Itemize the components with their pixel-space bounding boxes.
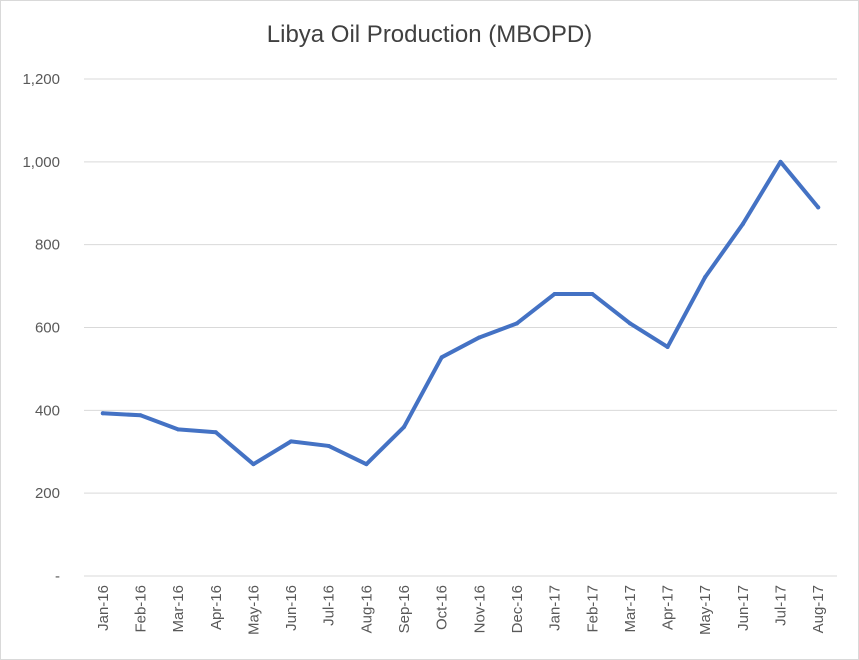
x-axis-ticks: Jan-16 Feb-16 Mar-16 Apr-16 May-16 Jun-16 Jul-… — [95, 585, 827, 635]
data-point — [778, 159, 783, 164]
y-tick-label: 600 — [35, 320, 60, 337]
data-point — [176, 427, 181, 432]
series-layer — [100, 159, 821, 467]
x-tick-label: Dec-16 — [509, 585, 526, 633]
y-tick-label: 400 — [35, 402, 60, 419]
data-point — [326, 443, 331, 448]
x-tick-label: Mar-16 — [170, 585, 187, 633]
y-tick-label: 200 — [35, 485, 60, 502]
x-tick-label: Jan-17 — [547, 585, 564, 631]
data-point — [590, 291, 595, 296]
x-tick-label: May-17 — [697, 585, 714, 635]
x-tick-label: Jun-16 — [283, 585, 300, 631]
data-point — [100, 411, 105, 416]
data-point — [740, 221, 745, 226]
data-point — [477, 335, 482, 340]
data-point — [251, 462, 256, 467]
x-tick-label: Jun-17 — [735, 585, 752, 631]
x-tick-label: Feb-17 — [584, 585, 601, 633]
x-tick-label: Aug-17 — [810, 585, 827, 633]
series-line — [100, 159, 821, 467]
x-tick-label: Aug-16 — [358, 585, 375, 633]
x-tick-label: Oct-16 — [434, 585, 451, 630]
data-point — [439, 355, 444, 360]
data-point — [552, 291, 557, 296]
y-tick-label: 1,000 — [22, 154, 60, 171]
data-point — [289, 439, 294, 444]
y-axis-ticks: - 200 400 600 800 1,000 1,200 — [22, 71, 60, 585]
x-tick-label: Mar-17 — [622, 585, 639, 633]
y-tick-label: 1,200 — [22, 71, 60, 88]
data-point — [213, 430, 218, 435]
x-tick-label: Nov-16 — [471, 585, 488, 633]
x-tick-label: Jul-16 — [321, 585, 338, 626]
data-point — [364, 462, 369, 467]
y-tick-label: - — [55, 568, 60, 585]
x-tick-label: Jan-16 — [95, 585, 112, 631]
chart-title: Libya Oil Production (MBOPD) — [266, 21, 593, 48]
data-point — [514, 321, 519, 326]
x-tick-label: May-16 — [245, 585, 262, 635]
x-tick-label: Feb-16 — [132, 585, 149, 633]
y-tick-label: 800 — [35, 237, 60, 254]
x-tick-label: Sep-16 — [396, 585, 413, 633]
x-tick-label: Jul-17 — [773, 585, 790, 626]
grid-layer — [84, 78, 837, 577]
data-point — [627, 321, 632, 326]
data-point — [665, 344, 670, 349]
data-point — [703, 274, 708, 279]
x-tick-label: Apr-16 — [208, 585, 225, 630]
data-point — [402, 424, 407, 429]
data-point — [138, 413, 143, 418]
x-tick-label: Apr-17 — [660, 585, 677, 630]
data-point — [816, 205, 821, 210]
